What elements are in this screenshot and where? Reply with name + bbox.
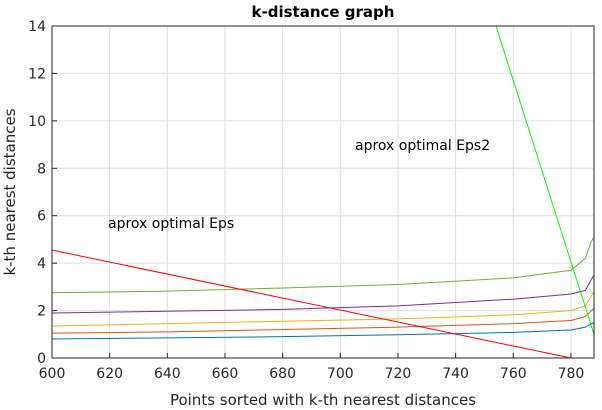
x-tick-label: 600 [39,366,66,382]
data-series [52,26,594,358]
x-tick-label: 620 [96,366,123,382]
x-tick-label: 680 [269,366,296,382]
series-line-5 [52,249,572,358]
axes-box [51,25,595,359]
x-tick-label: 720 [385,366,412,382]
y-tick-label: 10 [28,114,46,130]
y-tick-label: 14 [28,19,46,35]
x-tick-labels: 600 620 640 660 680 700 720 740 760 780 [39,366,585,382]
series-line-6 [495,26,594,335]
x-tick-label: 760 [500,366,527,382]
x-tick-label: 660 [212,366,239,382]
y-tick-label: 2 [37,304,46,320]
x-tick-label: 780 [558,366,585,382]
annotation-eps2: aprox optimal Eps2 [355,138,490,154]
y-tick-label: 6 [37,209,46,225]
annotation-eps: aprox optimal Eps [108,216,234,232]
plot-area [52,26,594,358]
series-line-3 [52,274,594,314]
series-line-4 [52,236,594,294]
y-tick-labels: 0 2 4 6 8 10 12 14 [28,19,46,367]
series-line-2 [52,291,594,327]
y-tick-label: 8 [37,161,46,177]
series-line-1 [52,307,594,334]
y-axis-label: k-th nearest distances [1,108,19,275]
x-tick-label: 640 [154,366,181,382]
y-tick-label: 0 [37,351,46,367]
y-tick-label: 12 [28,66,46,82]
x-tick-label: 740 [442,366,469,382]
x-tick-label: 700 [327,366,354,382]
x-axis-label: Points sorted with k-th nearest distance… [170,391,476,409]
chart-title: k-distance graph [252,3,395,21]
y-tick-label: 4 [37,256,46,272]
